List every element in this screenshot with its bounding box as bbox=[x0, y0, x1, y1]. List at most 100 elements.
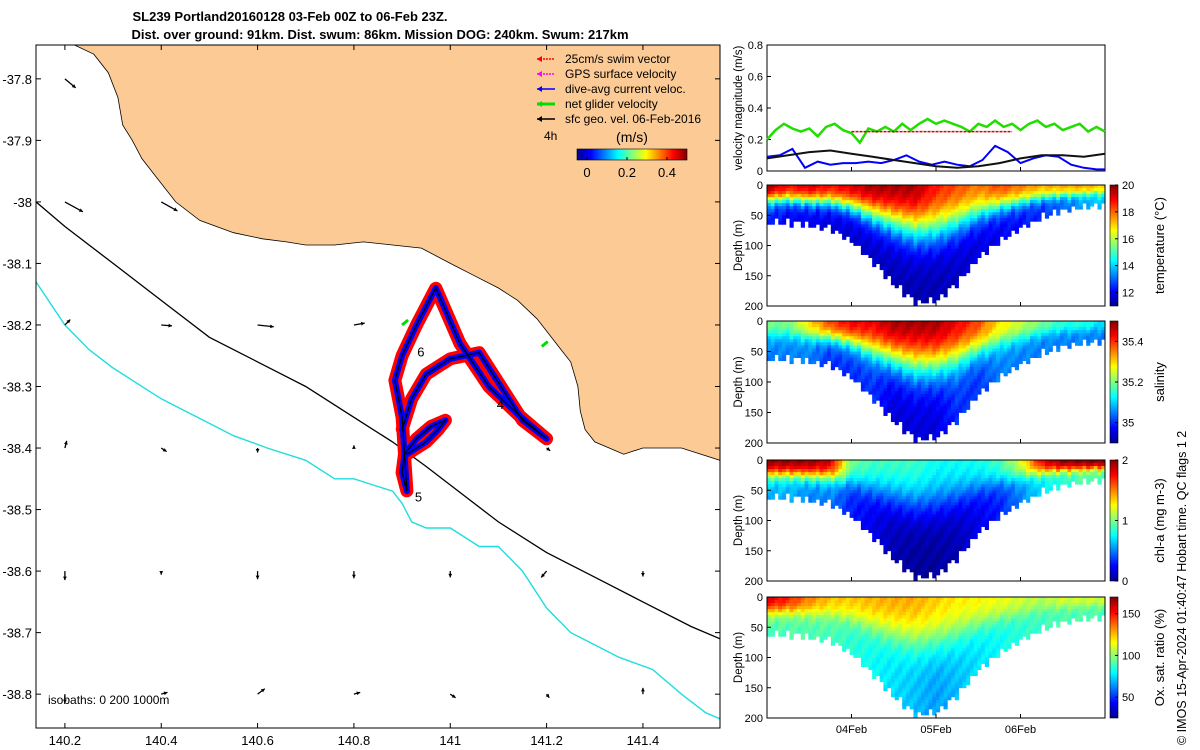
heatmap-cell bbox=[894, 218, 899, 222]
heatmap-cell bbox=[1018, 185, 1023, 189]
heatmap-cell bbox=[875, 206, 881, 210]
heatmap-cell bbox=[800, 221, 805, 225]
heatmap-cell bbox=[902, 257, 907, 262]
heatmap-cell bbox=[943, 254, 948, 258]
heatmap-cell bbox=[894, 397, 899, 401]
heatmap-cell bbox=[936, 466, 941, 470]
heatmap-cell bbox=[932, 469, 937, 473]
heatmap-cell bbox=[815, 194, 820, 198]
heatmap-cell bbox=[782, 212, 787, 216]
heatmap-cell bbox=[902, 493, 907, 497]
heatmap-cell bbox=[920, 206, 926, 210]
heatmap-cell bbox=[887, 397, 892, 401]
heatmap-cell bbox=[988, 206, 993, 210]
heatmap-cell bbox=[943, 508, 948, 512]
heatmap-cell bbox=[917, 490, 922, 494]
heatmap-cell bbox=[1086, 330, 1091, 334]
heatmap-cell bbox=[947, 391, 952, 395]
heatmap-cell bbox=[917, 550, 922, 555]
heatmap-cell bbox=[939, 415, 944, 419]
heatmap-cell bbox=[992, 372, 997, 377]
heatmap-cell bbox=[860, 245, 866, 249]
heatmap-cell bbox=[827, 200, 832, 204]
heatmap-cell bbox=[913, 490, 918, 494]
heatmap-cell bbox=[894, 460, 899, 464]
heatmap-cell bbox=[905, 469, 911, 473]
heatmap-cell bbox=[962, 351, 967, 355]
heatmap-cell bbox=[830, 466, 835, 470]
heatmap-cell bbox=[1026, 212, 1031, 216]
heatmap-cell bbox=[932, 415, 937, 419]
heatmap-cell bbox=[782, 336, 787, 340]
heatmap-cell bbox=[909, 212, 914, 216]
heatmap-cell bbox=[999, 194, 1004, 198]
heatmap-cell bbox=[1101, 194, 1106, 198]
heatmap-cell bbox=[936, 327, 941, 331]
heatmap-cell bbox=[819, 188, 824, 192]
heatmap-cell bbox=[992, 348, 997, 352]
heatmap-cell bbox=[883, 541, 888, 546]
heatmap-cell bbox=[853, 475, 858, 479]
heatmap-cell bbox=[894, 233, 899, 237]
heatmap-cell bbox=[1003, 185, 1008, 189]
heatmap-cell bbox=[860, 496, 866, 500]
heatmap-cell bbox=[981, 185, 986, 189]
heatmap-cell bbox=[868, 388, 873, 392]
heatmap-cell bbox=[797, 481, 802, 485]
heatmap-cell bbox=[853, 345, 858, 349]
heatmap-cell bbox=[917, 544, 922, 549]
heatmap-cell bbox=[789, 339, 794, 343]
heatmap-cell bbox=[767, 493, 772, 497]
heatmap-cell bbox=[789, 321, 794, 325]
heatmap-cell bbox=[838, 342, 843, 346]
heatmap-cell bbox=[943, 278, 948, 283]
heatmap-cell bbox=[909, 185, 914, 189]
heatmap-cell bbox=[875, 493, 881, 497]
heatmap-cell bbox=[830, 348, 835, 352]
heatmap-cell bbox=[823, 209, 828, 213]
heatmap-cell bbox=[973, 382, 978, 386]
heatmap-cell bbox=[853, 221, 858, 225]
heatmap-cell bbox=[962, 272, 967, 277]
heatmap-cell bbox=[905, 385, 911, 389]
heatmap-cell bbox=[1037, 203, 1042, 207]
heatmap-cell bbox=[962, 206, 967, 210]
heatmap-cell bbox=[958, 360, 963, 365]
heatmap-cell bbox=[909, 400, 914, 404]
heatmap-cell bbox=[947, 257, 952, 262]
heatmap-cell bbox=[943, 466, 948, 470]
heatmap-cell bbox=[928, 209, 933, 213]
heatmap-cell bbox=[894, 532, 899, 537]
heatmap-cell bbox=[951, 481, 956, 485]
heatmap-cell bbox=[785, 484, 790, 488]
heatmap-cell bbox=[996, 333, 1001, 337]
heatmap-cell bbox=[883, 254, 888, 258]
heatmap-cell bbox=[1022, 206, 1027, 210]
heatmap-cell bbox=[898, 514, 903, 518]
heatmap-cell bbox=[943, 391, 948, 395]
heatmap-cell bbox=[943, 463, 948, 467]
heatmap-cell bbox=[898, 215, 903, 219]
heatmap-cell bbox=[849, 481, 854, 485]
heatmap-cell bbox=[845, 339, 851, 343]
heatmap-cell bbox=[939, 496, 944, 500]
heatmap-cell bbox=[905, 284, 911, 289]
heatmap-cell bbox=[1037, 354, 1042, 358]
heatmap-cell bbox=[928, 394, 933, 398]
heatmap-cell bbox=[808, 463, 813, 467]
heatmap-cell bbox=[1063, 327, 1068, 331]
heatmap-cell bbox=[962, 378, 967, 383]
heatmap-cell bbox=[1037, 200, 1042, 204]
colorbar-tick-label: 18 bbox=[1122, 207, 1134, 219]
heatmap-cell bbox=[853, 360, 858, 365]
heatmap-cell bbox=[857, 351, 862, 355]
heatmap-cell bbox=[999, 185, 1004, 189]
heatmap-cell bbox=[924, 185, 929, 189]
heatmap-cell bbox=[943, 499, 948, 503]
heatmap-cell bbox=[981, 378, 986, 383]
heatmap-cell bbox=[1011, 191, 1016, 195]
heatmap-cell bbox=[913, 478, 918, 482]
heatmap-cell bbox=[770, 490, 775, 494]
heatmap-cell bbox=[890, 493, 896, 497]
heatmap-cell bbox=[845, 484, 851, 488]
